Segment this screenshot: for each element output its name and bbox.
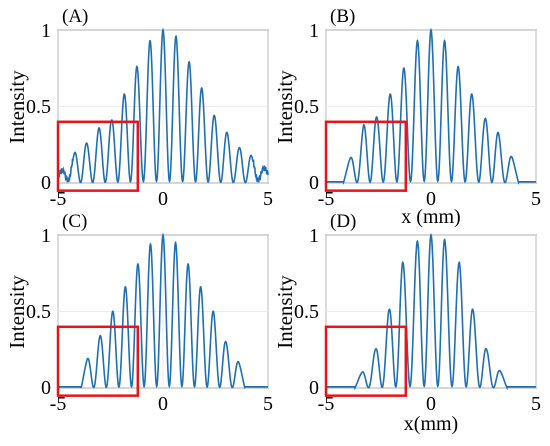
intensity-curve <box>58 232 268 389</box>
y-axis-label: Intensity <box>273 275 297 349</box>
x-tick-label: 0 <box>158 393 168 415</box>
x-tick-label: -5 <box>318 393 335 415</box>
highlight-box <box>324 120 408 192</box>
y-tick-label: 0 <box>41 377 51 399</box>
y-tick-label: 1 <box>41 225 51 247</box>
y-tick-label: 0.5 <box>294 96 319 118</box>
y-axis-label: Intensity <box>273 70 297 144</box>
y-axis-label: Intensity <box>5 70 29 144</box>
x-axis-label: x (mm) <box>401 206 460 228</box>
y-tick-label: 0 <box>41 172 51 194</box>
y-tick-label: 0 <box>309 377 319 399</box>
x-axis-label: x(mm) <box>404 413 458 435</box>
y-axis-label: Intensity <box>5 275 29 349</box>
highlight-box <box>56 325 140 397</box>
highlight-box <box>56 120 140 192</box>
x-tick-label: 5 <box>263 188 273 210</box>
y-tick-label: 1 <box>309 20 319 42</box>
x-tick-label: 0 <box>158 188 168 210</box>
panel-label: (A) <box>62 6 88 27</box>
intensity-curve <box>57 27 269 184</box>
intensity-curve <box>326 233 536 391</box>
y-tick-label: 0.5 <box>294 301 319 323</box>
panel-label: (C) <box>62 211 87 232</box>
panel-d: (D) 1 0.5 0 -5 0 5 Intensity x(mm) <box>273 211 541 435</box>
grid <box>325 29 537 184</box>
y-tick-label: 1 <box>309 225 319 247</box>
x-tick-label: 5 <box>531 188 541 210</box>
y-tick-label: 1 <box>41 20 51 42</box>
x-tick-label: -5 <box>50 188 67 210</box>
x-tick-label: 0 <box>426 188 436 210</box>
y-tick-label: 0 <box>309 172 319 194</box>
grid <box>325 234 537 389</box>
x-tick-label: 0 <box>426 393 436 415</box>
panel-label: (B) <box>330 6 355 27</box>
x-tick-label: -5 <box>50 393 67 415</box>
panel-label: (D) <box>330 211 356 232</box>
x-tick-label: 5 <box>263 393 273 415</box>
y-tick-label: 0.5 <box>26 301 51 323</box>
panel-c: (C) 1 0.5 0 -5 0 5 Intensity <box>5 211 273 415</box>
panel-a: (A) 1 0.5 0 -5 0 5 Intensity <box>5 6 273 210</box>
x-tick-label: -5 <box>318 188 335 210</box>
panel-b: (B) 1 0.5 0 -5 0 5 Intensity x (mm) <box>273 6 541 228</box>
x-tick-label: 5 <box>531 393 541 415</box>
y-tick-label: 0.5 <box>26 96 51 118</box>
intensity-curve <box>326 27 536 186</box>
highlight-box <box>324 325 408 397</box>
